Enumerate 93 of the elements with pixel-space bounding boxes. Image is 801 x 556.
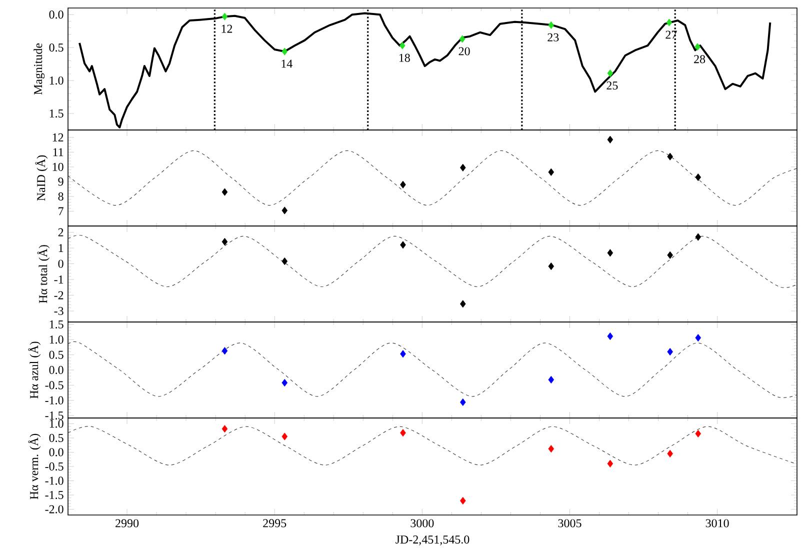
point [400,180,406,188]
point [607,249,614,257]
y-tick-label: 0.5 [49,350,64,359]
y-tick-label: 0 [58,260,64,268]
point [667,251,673,259]
point [695,334,702,342]
y-tick-label: 8 [58,192,64,200]
annotation: 27 [666,30,677,39]
y-tick-label: 12 [52,133,64,142]
point [400,241,406,249]
x-tick-label: 2995 [263,519,286,528]
point [222,347,228,355]
x-tick-label: 2990 [116,519,139,528]
y-tick-label: 0.0 [49,448,64,456]
y-tick-label: 11 [53,148,64,156]
line-series [68,426,798,466]
y-tick-label: 1.5 [50,109,64,118]
y-tick-label: 1 [58,244,64,252]
line-series [68,342,798,398]
point [695,233,702,241]
point [607,69,614,78]
point [460,496,466,505]
y-tick-label: 1.0 [50,336,64,344]
point [548,168,554,176]
point [222,12,228,20]
y-tick-label: 9 [58,178,64,186]
y-tick-label: 1.5 [50,320,64,328]
y-tick-label: -0.5 [45,462,64,471]
y-axis-title: Magnitude [34,43,45,95]
y-axis-title: Hα total (Å) [37,245,50,304]
y-tick-label: -1.0 [45,476,64,485]
point [400,42,406,50]
y-tick-label: 0.0 [49,366,64,374]
y-tick-label: 0.5 [49,434,64,442]
y-tick-label: 0.5 [49,43,64,52]
point [282,432,288,440]
y-tick-label: 1.0 [50,420,64,428]
point [666,18,672,26]
annotation: 23 [548,33,559,42]
annotation: 12 [222,24,232,33]
point [667,152,673,160]
y-tick-label: -2 [54,291,64,300]
x-tick-label: 3010 [706,519,729,528]
y-axis-title: Hα verm. (Å) [28,434,41,500]
y-tick-label: -1 [54,276,64,284]
point [400,429,406,437]
point [459,35,466,43]
point [222,238,228,246]
point [282,48,288,56]
y-axis-title: NaID (Å) [35,155,48,201]
point [222,188,228,196]
point [694,43,700,51]
annotation: 14 [282,60,292,68]
point [607,136,614,144]
y-tick-label: -0.5 [45,381,64,390]
point [282,378,288,387]
point [667,348,673,356]
y-tick-label: 10 [52,162,64,171]
annotation: 28 [694,55,706,64]
y-tick-label: 0.0 [49,10,64,19]
y-tick-label: 7 [58,207,64,216]
line-series [68,150,798,206]
annotation: 18 [399,54,410,62]
point [667,450,673,458]
point [460,398,466,406]
point [548,445,554,453]
point [460,300,466,308]
point [222,425,228,433]
x-axis-title: JD-2,451,545.0 [396,535,470,546]
point [695,173,702,182]
y-tick-label: 2 [58,228,64,236]
point [548,21,554,29]
point [607,460,614,468]
y-tick-label: -1.5 [45,490,64,500]
point [548,376,554,384]
x-tick-label: 3005 [558,519,582,528]
y-tick-label: -1.5 [45,412,64,420]
point [607,332,614,340]
y-tick-label: -3 [54,306,64,316]
point [695,430,702,438]
point [400,350,406,358]
point [548,262,554,270]
y-axis-title: Hα azul (Å) [28,342,41,398]
point [282,257,288,266]
annotation: 25 [606,81,618,90]
line-series [68,235,798,288]
y-tick-label: 1.0 [50,76,64,85]
annotation: 20 [458,47,470,56]
y-tick-label: -2.0 [45,505,64,514]
x-tick-label: 3000 [410,519,434,528]
point [282,206,288,214]
point [460,164,466,172]
y-tick-label: -1.0 [45,396,64,404]
